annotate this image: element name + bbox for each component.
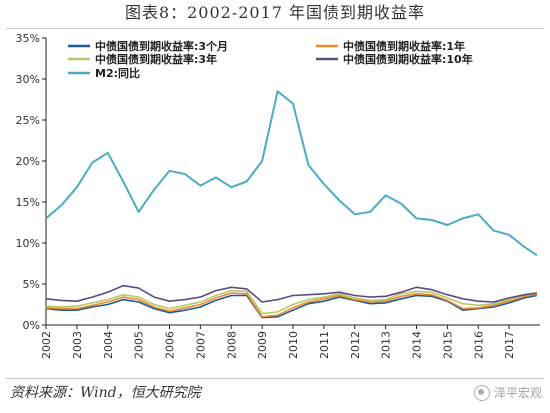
- y-tick-label: 10%: [16, 237, 40, 250]
- watermark: 泽平宏观: [473, 384, 542, 401]
- y-tick-label: 30%: [16, 73, 40, 86]
- x-tick-label: 2012: [349, 331, 362, 359]
- legend-label: 中债国债到期收益率:1年: [343, 39, 465, 53]
- legend-label: 中债国债到期收益率:3个月: [95, 39, 228, 53]
- series-line-1: [45, 292, 538, 318]
- y-tick-label: 35%: [16, 32, 40, 45]
- axes: 0% 5% 10% 15% 20% 25% 30% 35% 2002 2003 2004 2005 20…: [16, 32, 540, 359]
- watermark-label: 泽平宏观: [493, 386, 542, 400]
- x-tick-label: 2007: [194, 331, 207, 359]
- y-tick-label: 0%: [23, 319, 40, 332]
- series-line-3: [45, 284, 538, 303]
- series-lines: [45, 90, 538, 319]
- x-tick-label: 2002: [40, 331, 53, 359]
- x-tick-label: 2009: [256, 331, 269, 359]
- x-tick-label: 2011: [318, 331, 331, 359]
- legend-label: M2:同比: [95, 66, 140, 80]
- x-tick-label: 2013: [380, 331, 393, 359]
- source-note: 资料来源：Wind，恒大研究院: [10, 385, 201, 401]
- y-tick-label: 25%: [16, 114, 40, 127]
- legend-label: 中债国债到期收益率:10年: [343, 52, 473, 66]
- x-tick-label: 2016: [472, 331, 485, 359]
- y-tick-label: 20%: [16, 155, 40, 168]
- source-divider: [6, 378, 544, 379]
- title-divider: [6, 28, 544, 29]
- x-tick-label: 2014: [411, 331, 424, 359]
- yield-line-chart: 0% 5% 10% 15% 20% 25% 30% 35% 2002 2003 2004 2005 20…: [16, 32, 540, 359]
- series-line-4: [45, 90, 538, 257]
- x-tick-label: 2015: [441, 331, 454, 359]
- x-tick-label: 2008: [225, 331, 238, 359]
- wechat-icon: [473, 384, 490, 401]
- x-tick-label: 2010: [287, 331, 300, 359]
- x-tick-label: 2017: [503, 331, 516, 359]
- figure-title: 图表8：2002-2017 年国债到期收益率: [124, 3, 426, 22]
- x-tick-label: 2006: [164, 331, 177, 359]
- y-tick-label: 15%: [16, 196, 40, 209]
- y-tick-label: 5%: [23, 278, 40, 291]
- x-tick-label: 2005: [133, 331, 146, 359]
- x-tick-label: 2003: [71, 331, 84, 359]
- x-tick-label: 2004: [102, 331, 115, 359]
- series-line-0: [45, 294, 538, 319]
- legend-label: 中债国债到期收益率:3年: [95, 52, 217, 66]
- series-line-2: [45, 289, 538, 315]
